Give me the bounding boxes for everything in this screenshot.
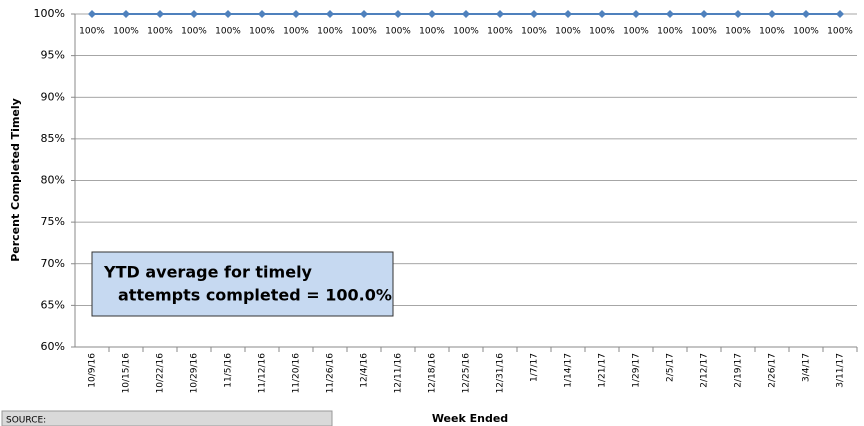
x-tick-label: 2/12/17 — [700, 353, 710, 388]
y-tick-label: 65% — [41, 298, 65, 311]
data-point — [88, 10, 96, 18]
data-label: 100% — [759, 27, 785, 37]
x-tick-label: 1/29/17 — [632, 353, 642, 388]
annotation-box — [91, 251, 394, 317]
data-point — [734, 10, 742, 18]
x-tick-label: 10/9/16 — [88, 353, 98, 388]
x-tick-label: 1/21/17 — [598, 353, 608, 388]
y-tick-label: 90% — [41, 90, 65, 103]
data-label: 100% — [589, 27, 615, 37]
data-point — [768, 10, 776, 18]
data-label: 100% — [793, 27, 819, 37]
x-tick-label: 2/19/17 — [734, 353, 744, 388]
y-tick-label: 100% — [34, 7, 65, 20]
y-tick-label: 95% — [41, 49, 65, 62]
data-label: 100% — [283, 27, 309, 37]
data-label: 100% — [113, 27, 139, 37]
x-axis-title: Week Ended — [432, 412, 508, 425]
data-label: 100% — [555, 27, 581, 37]
y-axis-title: Percent Completed Timely — [9, 98, 22, 262]
data-point — [632, 10, 640, 18]
data-point — [122, 10, 130, 18]
x-tick-label: 12/18/16 — [428, 353, 438, 394]
y-tick-label: 70% — [41, 257, 65, 270]
y-tick-label: 80% — [41, 174, 65, 187]
data-label: 100% — [147, 27, 173, 37]
annotation-text: attempts completed = 100.0% — [118, 286, 392, 305]
source-box — [1, 410, 333, 426]
x-tick-label: 1/14/17 — [564, 353, 574, 388]
data-label: 100% — [657, 27, 683, 37]
data-point — [564, 10, 572, 18]
x-tick-label: 3/4/17 — [802, 353, 812, 382]
data-label: 100% — [215, 27, 241, 37]
data-label: 100% — [521, 27, 547, 37]
x-tick-label: 12/31/16 — [496, 353, 506, 394]
x-tick-label: 12/25/16 — [462, 353, 472, 394]
source-text: SOURCE: — [6, 416, 46, 426]
x-tick-label: 12/11/16 — [394, 353, 404, 394]
data-label: 100% — [453, 27, 479, 37]
data-point — [666, 10, 674, 18]
x-tick-label: 11/5/16 — [224, 353, 234, 388]
data-label: 100% — [691, 27, 717, 37]
data-point — [802, 10, 810, 18]
annotation-text: YTD average for timely — [103, 263, 313, 282]
x-tick-label: 10/22/16 — [156, 353, 166, 394]
data-label: 100% — [385, 27, 411, 37]
x-tick-label: 1/7/17 — [530, 353, 540, 382]
x-tick-label: 10/29/16 — [190, 353, 200, 394]
data-point — [700, 10, 708, 18]
data-point — [360, 10, 368, 18]
data-point — [428, 10, 436, 18]
data-label: 100% — [317, 27, 343, 37]
y-tick-label: 75% — [41, 215, 65, 228]
data-label: 100% — [351, 27, 377, 37]
data-point — [836, 10, 844, 18]
data-label: 100% — [419, 27, 445, 37]
data-point — [292, 10, 300, 18]
data-point — [258, 10, 266, 18]
data-label: 100% — [79, 27, 105, 37]
data-point — [598, 10, 606, 18]
data-label: 100% — [827, 27, 853, 37]
x-tick-label: 11/26/16 — [326, 353, 336, 394]
data-point — [156, 10, 164, 18]
y-tick-label: 60% — [41, 340, 65, 353]
x-tick-label: 11/12/16 — [258, 353, 268, 394]
x-tick-label: 10/15/16 — [122, 353, 132, 394]
x-tick-label: 3/11/17 — [836, 353, 846, 388]
data-point — [530, 10, 538, 18]
data-point — [224, 10, 232, 18]
x-tick-label: 2/26/17 — [768, 353, 778, 388]
data-point — [462, 10, 470, 18]
x-tick-label: 2/5/17 — [666, 353, 676, 382]
data-point — [394, 10, 402, 18]
x-tick-label: 12/4/16 — [360, 353, 370, 388]
data-label: 100% — [249, 27, 275, 37]
data-label: 100% — [487, 27, 513, 37]
data-point — [496, 10, 504, 18]
data-point — [326, 10, 334, 18]
data-label: 100% — [181, 27, 207, 37]
x-tick-label: 11/20/16 — [292, 353, 302, 394]
data-point — [190, 10, 198, 18]
y-tick-label: 85% — [41, 132, 65, 145]
data-label: 100% — [725, 27, 751, 37]
data-label: 100% — [623, 27, 649, 37]
